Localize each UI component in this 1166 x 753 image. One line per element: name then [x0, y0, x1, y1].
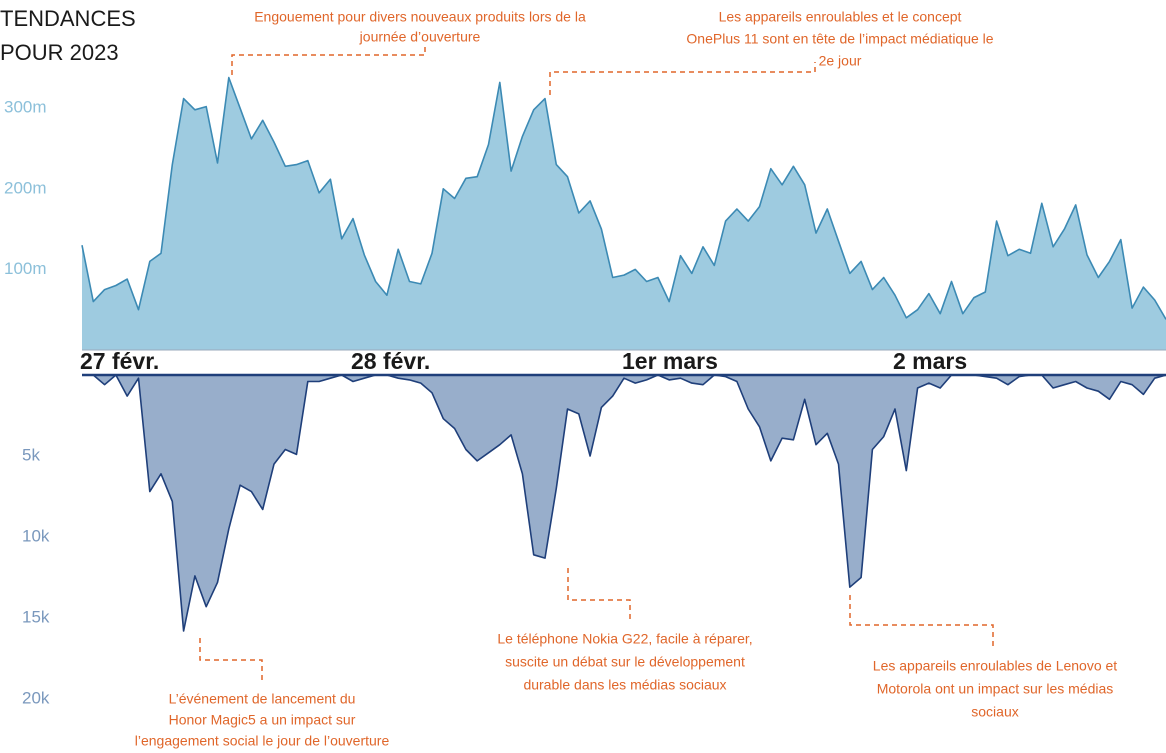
area — [82, 77, 1166, 350]
annotation: l’engagement social le jour de l’ouvertu… — [135, 733, 390, 749]
area-line — [81, 76, 1166, 320]
x-tick-label: 2 mars — [893, 348, 967, 374]
x-tick-label: 27 févr. — [80, 348, 159, 374]
x-tick-label: 1er mars — [622, 348, 718, 374]
leader-line — [549, 62, 816, 95]
annotation: L’événement de lancement du — [169, 691, 356, 707]
y-tick-label: 100m — [4, 259, 47, 278]
y2-tick-label: 15k — [22, 607, 50, 626]
x-tick-label: 28 févr. — [351, 348, 430, 374]
y-tick-label: 300m — [4, 98, 47, 117]
annotation: Engouement pour divers nouveaux produits… — [254, 9, 586, 25]
chart-title: TENDANCES — [0, 6, 136, 31]
annotation: Les appareils enroulables et le concept — [719, 9, 962, 25]
chart-title: POUR 2023 — [0, 40, 119, 65]
annotation: Honor Magic5 a un impact sur — [169, 712, 356, 728]
annotation: 2e jour — [819, 53, 862, 69]
annotation: OnePlus 11 sont en tête de l’impact médi… — [686, 31, 993, 47]
leader-line — [231, 46, 426, 75]
annotation: Motorola ont un impact sur les médias — [877, 681, 1114, 697]
annotation: sociaux — [971, 704, 1018, 720]
y2-tick-label: 5k — [22, 445, 40, 464]
leader-line — [567, 568, 631, 622]
area — [82, 375, 1166, 631]
y-tick-label: 200m — [4, 178, 47, 197]
annotation: durable dans les médias sociaux — [523, 677, 726, 693]
annotation: Les appareils enroulables de Lenovo et — [873, 658, 1118, 674]
y2-tick-label: 20k — [22, 688, 50, 707]
area-line — [82, 374, 1166, 632]
annotations: Engouement pour divers nouveaux produits… — [135, 9, 1118, 749]
annotation: Le téléphone Nokia G22, facile à réparer… — [497, 631, 752, 647]
leader-line — [199, 638, 263, 682]
leader-line — [849, 595, 994, 648]
annotation: journée d’ouverture — [359, 29, 481, 45]
annotation: suscite un débat sur le développement — [505, 654, 745, 670]
y2-tick-label: 10k — [22, 526, 50, 545]
